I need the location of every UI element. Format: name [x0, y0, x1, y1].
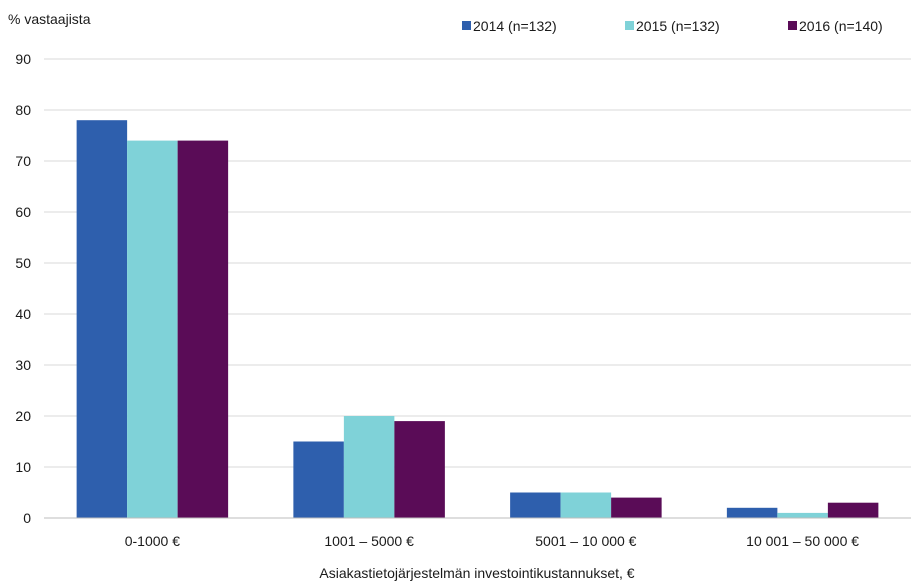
- y-axis-ticks: 0 10 20 30 40 50 60 70 80 90: [15, 51, 31, 526]
- x-tick-label: 0-1000 €: [125, 533, 180, 549]
- legend-swatch: [788, 21, 797, 30]
- bar-0-3: [726, 507, 778, 518]
- y-axis-title: % vastaajista: [8, 11, 91, 27]
- y-tick-label: 20: [15, 408, 31, 424]
- legend-swatch: [625, 21, 634, 30]
- x-tick-label: 10 001 – 50 000 €: [746, 533, 859, 549]
- bar-0-2: [510, 492, 561, 518]
- y-tick-label: 60: [15, 204, 31, 220]
- bar-2-2: [611, 497, 662, 518]
- y-tick-label: 0: [23, 510, 31, 526]
- bar-2-1: [394, 421, 445, 518]
- legend-label: 2016 (n=140): [799, 18, 883, 34]
- y-tick-label: 50: [15, 255, 31, 271]
- x-axis-title: Asiakastietojärjestelmän investointikust…: [319, 565, 634, 581]
- bar-2-3: [827, 502, 879, 518]
- bar-1-2: [560, 492, 612, 518]
- bar-1-0: [127, 140, 178, 518]
- legend-label: 2014 (n=132): [473, 18, 557, 34]
- bars: [76, 120, 879, 518]
- y-tick-label: 90: [15, 51, 31, 67]
- y-tick-label: 80: [15, 102, 31, 118]
- bar-1-3: [777, 512, 828, 518]
- legend: 2014 (n=132) 2015 (n=132) 2016 (n=140): [462, 18, 883, 34]
- x-tick-label: 5001 – 10 000 €: [535, 533, 636, 549]
- x-tick-label: 1001 – 5000 €: [324, 533, 414, 549]
- bar-1-1: [343, 416, 395, 518]
- bar-2-0: [177, 140, 229, 518]
- y-tick-label: 70: [15, 153, 31, 169]
- legend-swatch: [462, 21, 471, 30]
- y-tick-label: 40: [15, 306, 31, 322]
- legend-label: 2015 (n=132): [636, 18, 720, 34]
- x-axis-ticks: 0-1000 € 1001 – 5000 € 5001 – 10 000 € 10 0…: [125, 533, 860, 549]
- y-tick-label: 30: [15, 357, 31, 373]
- bar-0-0: [76, 120, 128, 518]
- bar-0-1: [293, 441, 344, 518]
- y-tick-label: 10: [15, 459, 31, 475]
